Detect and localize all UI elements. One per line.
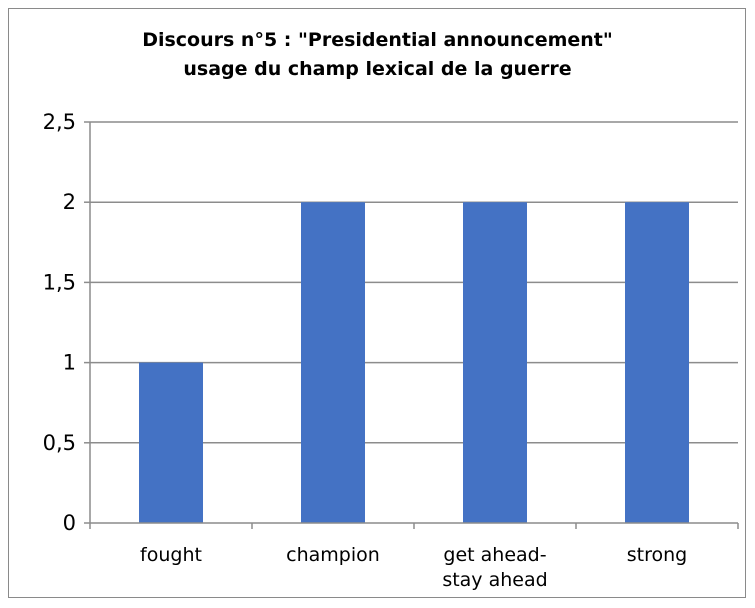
bar [301,202,365,523]
x-category-label: fought [140,544,202,566]
y-tick-label: 2 [63,190,76,214]
y-tick-labels: 0 0,5 1 1,5 2 2,5 [43,110,76,535]
y-tick-label: 0,5 [43,431,76,455]
x-category-label: strong [627,544,687,566]
bar [625,202,689,523]
x-category-labels: fought champion get ahead-stay ahead strong [140,544,687,591]
bars [139,202,689,523]
x-category-label: champion [286,544,380,566]
y-tick-label: 1,5 [43,270,76,294]
bar [463,202,527,523]
chart-title: Discours n°5 : "Presidential announcemen… [142,29,613,80]
chart-frame [8,8,746,598]
y-tick-label: 0 [63,511,76,535]
axes [84,121,739,529]
y-tick-label: 2,5 [43,110,76,134]
x-category-label: get ahead- [443,544,546,566]
x-category-label: stay ahead [442,569,547,591]
y-tick-label: 1 [63,351,76,375]
bar [139,362,203,523]
